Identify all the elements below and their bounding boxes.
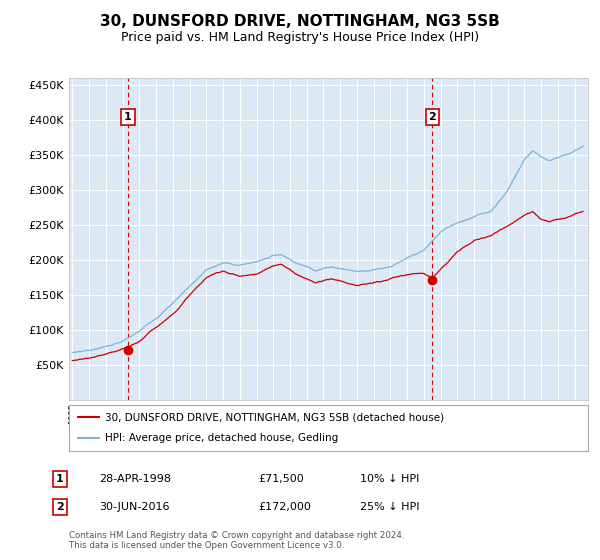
Text: 25% ↓ HPI: 25% ↓ HPI [360, 502, 419, 512]
Text: 30, DUNSFORD DRIVE, NOTTINGHAM, NG3 5SB (detached house): 30, DUNSFORD DRIVE, NOTTINGHAM, NG3 5SB … [106, 412, 445, 422]
Text: £172,000: £172,000 [258, 502, 311, 512]
Text: 1: 1 [124, 112, 132, 122]
Text: 28-APR-1998: 28-APR-1998 [99, 474, 171, 484]
Text: Contains HM Land Registry data © Crown copyright and database right 2024.
This d: Contains HM Land Registry data © Crown c… [69, 531, 404, 550]
Text: 2: 2 [56, 502, 64, 512]
Text: HPI: Average price, detached house, Gedling: HPI: Average price, detached house, Gedl… [106, 433, 338, 444]
Text: 10% ↓ HPI: 10% ↓ HPI [360, 474, 419, 484]
Text: 30, DUNSFORD DRIVE, NOTTINGHAM, NG3 5SB: 30, DUNSFORD DRIVE, NOTTINGHAM, NG3 5SB [100, 14, 500, 29]
Text: Price paid vs. HM Land Registry's House Price Index (HPI): Price paid vs. HM Land Registry's House … [121, 31, 479, 44]
Text: £71,500: £71,500 [258, 474, 304, 484]
Text: 30-JUN-2016: 30-JUN-2016 [99, 502, 170, 512]
Text: 2: 2 [428, 112, 436, 122]
Text: 1: 1 [56, 474, 64, 484]
